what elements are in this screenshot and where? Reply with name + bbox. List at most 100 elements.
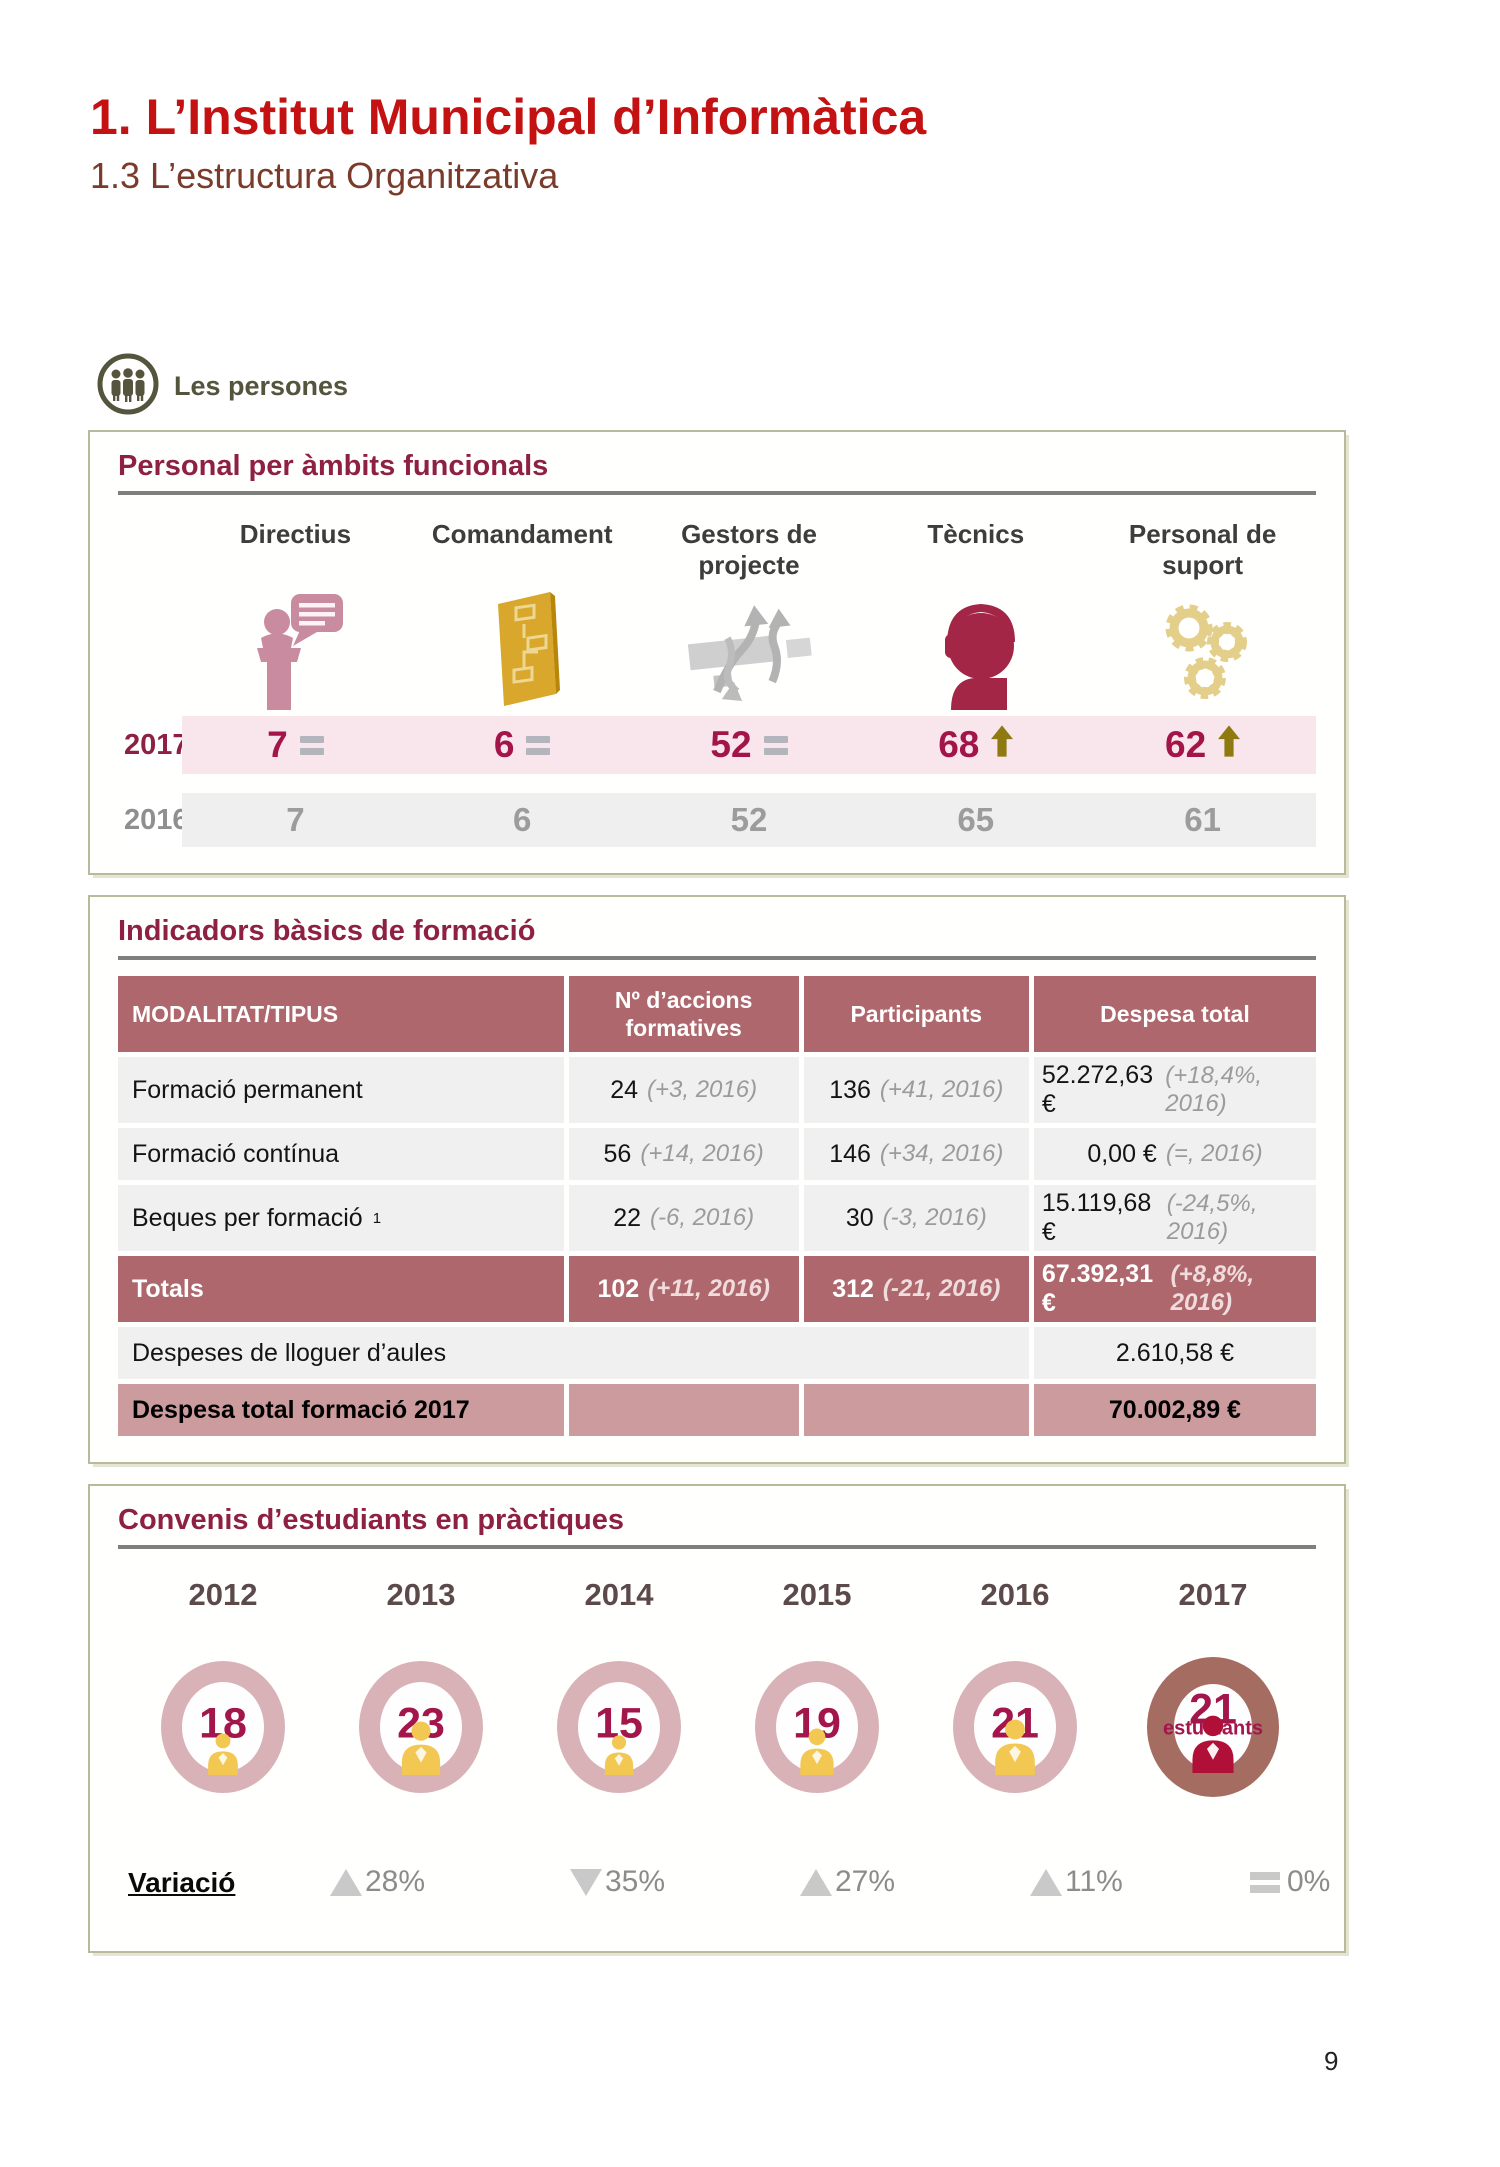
year-label: 2015 (782, 1577, 852, 1613)
value-number: 7 (267, 724, 288, 766)
title-underline (118, 491, 1316, 495)
value-number: 68 (938, 724, 980, 766)
equal-icon (1250, 1871, 1280, 1893)
cell-accions: 24 (+3, 2016) (568, 1057, 799, 1124)
triangle-down-icon (570, 1868, 602, 1896)
variation-value: 35% (605, 1865, 666, 1899)
variation-value: 0% (1287, 1865, 1331, 1899)
equal-trend-icon (526, 735, 551, 755)
value-2017-comandament: 6 (408, 716, 636, 775)
table-header-modalitat: MODALITAT/TIPUS (118, 976, 564, 1053)
variation-label: Variació (128, 1867, 236, 1899)
cell-participants: 30 (-3, 2016) (803, 1185, 1029, 1252)
personnel-table: Directius Comandament Gestors de project… (118, 505, 1316, 775)
student-person-icon (398, 1721, 444, 1780)
title-underline (118, 956, 1316, 961)
triangle-up-icon (1030, 1868, 1062, 1896)
triangle-up-icon (330, 1868, 362, 1896)
years-row: 2012 2013 2014 2015 2016 2017 (118, 1577, 1316, 1613)
row-label-2017: 2017 (118, 716, 189, 775)
variation-item: 0% (1250, 1865, 1330, 1899)
value-number: 62 (1165, 724, 1207, 766)
variation-value: 27% (835, 1865, 896, 1899)
column-header: Tècnics (927, 519, 1025, 549)
cell-participants: 136 (+41, 2016) (803, 1057, 1029, 1124)
variation-value: 28% (365, 1865, 426, 1899)
variation-item: 11% (1030, 1865, 1123, 1899)
row-label: Formació contínua (118, 1128, 564, 1181)
cell-accions: 22 (-6, 2016) (568, 1185, 799, 1252)
headset-person-icon (862, 580, 1089, 716)
year-circle-2014: 15 (557, 1661, 681, 1794)
column-header: Directius (239, 519, 352, 549)
podium-speaker-icon (182, 580, 409, 716)
circles-row: 18 23 15 19 21 (118, 1627, 1316, 1827)
panel-personal-ambits: Personal per àmbits funcionals Directius… (88, 430, 1346, 876)
rent-despesa: 2.610,58 € (1033, 1327, 1316, 1380)
up-arrow-icon (991, 724, 1014, 766)
year-circle-2016: 21 (953, 1661, 1077, 1794)
equal-trend-icon (763, 735, 788, 755)
page-subtitle: 1.3 L’estructura Organitzativa (90, 155, 559, 196)
value-number: 52 (710, 724, 752, 766)
panel-title: Personal per àmbits funcionals (118, 450, 549, 482)
year-label: 2014 (584, 1577, 654, 1613)
table-header-participants: Participants (803, 976, 1029, 1053)
training-table: MODALITAT/TIPUS Nº d’accions formatives … (118, 976, 1316, 1437)
page-title: 1. L’Institut Municipal d’Informàtica (90, 89, 927, 145)
column-header: Personal de suport (1128, 519, 1277, 580)
year-label: 2016 (980, 1577, 1050, 1613)
gears-icon (1089, 580, 1316, 716)
section-les-persones: Les persones (96, 352, 348, 421)
year-label: 2013 (386, 1577, 456, 1613)
variation-row: Variació 28% 35% 27% 11% (118, 1853, 1330, 1925)
totals-participants: 312 (-21, 2016) (803, 1256, 1029, 1323)
empty-cell (803, 1384, 1029, 1437)
value-2016-directius: 7 (182, 793, 409, 848)
cell-despesa: 52.272,63 € (+18,4%, 2016) (1033, 1057, 1316, 1124)
value-number: 6 (493, 724, 515, 766)
variation-value: 11% (1065, 1865, 1123, 1899)
value-2017-gestors: 52 (635, 716, 863, 775)
column-header: Gestors de projecte (681, 519, 817, 580)
page-number: 9 (1324, 2046, 1339, 2076)
totals-row-label: Totals (118, 1256, 564, 1323)
year-label: 2012 (188, 1577, 258, 1613)
student-person-icon (602, 1735, 636, 1780)
value-2016-tecnics: 65 (862, 793, 1090, 848)
panel-convenis-estudiants: Convenis d’estudiants en pràctiques 2012… (88, 1484, 1346, 1954)
variation-item: 35% (570, 1865, 665, 1899)
total-2017-label: Despesa total formació 2017 (118, 1384, 564, 1437)
totals-accions: 102 (+11, 2016) (568, 1256, 799, 1323)
variation-item: 27% (800, 1865, 895, 1899)
year-circle-2017: 21 estudiants (1147, 1657, 1279, 1798)
year-circle-2015: 19 (755, 1661, 879, 1794)
student-person-icon (205, 1733, 241, 1780)
student-person-icon (991, 1719, 1039, 1780)
column-header: Comandament (431, 519, 613, 549)
rent-row-label: Despeses de lloguer d’aules (118, 1327, 1029, 1380)
year-circle-2012: 18 (161, 1661, 285, 1794)
panel-title: Indicadors bàsics de formació (118, 915, 536, 948)
value-2016-suport: 61 (1089, 793, 1316, 848)
row-label-2016: 2016 (118, 793, 189, 848)
footnote-marker: 1 (372, 1209, 382, 1227)
personnel-row-2016: 2016 7 6 52 65 61 (118, 793, 1316, 848)
people-group-icon (96, 352, 160, 421)
table-header-accions: Nº d’accions formatives (568, 976, 799, 1053)
panel-indicadors-formacio: Indicadors bàsics de formació MODALITAT/… (88, 895, 1346, 1465)
value-2017-tecnics: 68 (862, 716, 1090, 775)
variation-item: 28% (330, 1865, 425, 1899)
value-2016-gestors: 52 (635, 793, 863, 848)
flowchart-board-icon (409, 580, 636, 716)
table-header-despesa: Despesa total (1033, 976, 1316, 1053)
student-person-icon-highlight (1188, 1715, 1238, 1778)
row-label: Beques per formació 1 (118, 1185, 564, 1252)
panel-title: Convenis d’estudiants en pràctiques (118, 1504, 624, 1537)
equal-trend-icon (299, 735, 324, 755)
value-2017-directius: 7 (182, 716, 409, 775)
total-2017-despesa: 70.002,89 € (1033, 1384, 1316, 1437)
year-label: 2017 (1178, 1577, 1248, 1613)
totals-despesa: 67.392,31 € (+8,8%, 2016) (1033, 1256, 1316, 1323)
